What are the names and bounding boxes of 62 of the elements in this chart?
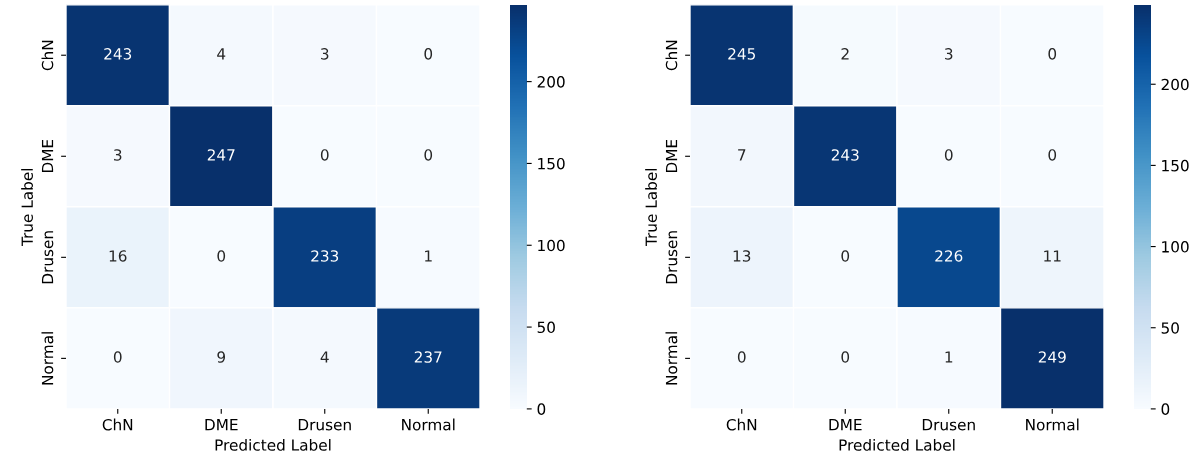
color-bar-label: 200	[1161, 78, 1189, 91]
data-label: 0	[1048, 48, 1057, 60]
x-axis-title: Predicted Label	[839, 438, 955, 451]
data-label: 237	[414, 351, 442, 363]
data-label: 0	[1048, 149, 1057, 161]
data-label: 0	[320, 149, 329, 161]
y-tick-label: Drusen	[665, 231, 678, 284]
y-axis-title: True Label	[645, 168, 657, 247]
data-label: 1	[425, 250, 432, 262]
color-bar-label: 0	[1161, 403, 1170, 415]
y-tick-label: Normal	[41, 332, 54, 385]
data-label: 7	[738, 149, 746, 161]
data-label: 11	[1044, 250, 1061, 262]
color-bar-label: 150	[538, 157, 565, 170]
data-label: 0	[944, 149, 953, 161]
color-bar-label: 200	[537, 76, 565, 88]
data-label: 243	[831, 149, 859, 161]
data-label: 0	[424, 149, 433, 161]
y-axis-title: True Label	[21, 168, 33, 247]
data-label: 3	[321, 48, 329, 60]
color-bar-label: 50	[1161, 322, 1179, 334]
color-bar-label: 150	[1162, 159, 1189, 172]
y-tick-label: Drusen	[41, 231, 54, 284]
x-tick-label: Drusen	[922, 419, 975, 431]
data-label: 245	[728, 48, 755, 60]
data-label: 0	[841, 351, 850, 363]
color-bar-label: 50	[537, 321, 555, 334]
data-label: 4	[320, 351, 329, 363]
x-tick-label: ChN	[726, 418, 757, 431]
y-tick-label: Normal	[665, 332, 678, 385]
data-label: 249	[1038, 351, 1066, 363]
x-tick-label: DME	[205, 419, 238, 431]
data-label: 4	[217, 48, 226, 60]
x-tick-label: Normal	[1026, 418, 1079, 431]
x-tick-label: DME	[829, 419, 862, 431]
data-label: 13	[733, 250, 751, 262]
data-label: 0	[424, 48, 433, 60]
data-label: 0	[737, 351, 746, 363]
y-tick-label: DME	[665, 139, 678, 173]
data-label: 0	[217, 250, 226, 262]
x-tick-label: Drusen	[298, 419, 351, 431]
data-label: 9	[217, 351, 226, 363]
y-tick-label: ChN	[41, 40, 54, 71]
x-axis-title: Predicted Label	[215, 438, 331, 451]
data-label: 226	[935, 250, 963, 262]
data-label: 1	[945, 351, 953, 363]
color-bar-label: 100	[1162, 241, 1189, 253]
y-tick-label: ChN	[665, 40, 678, 71]
x-tick-label: ChN	[102, 418, 133, 431]
data-label: 243	[104, 48, 132, 60]
data-label: 247	[207, 149, 235, 161]
y-tick-label: DME	[41, 139, 54, 173]
color-bar-label: 0	[537, 403, 546, 415]
data-label: 3	[945, 48, 953, 60]
data-label: 0	[841, 250, 850, 262]
x-tick-label: Normal	[402, 418, 455, 431]
data-label: 2	[841, 48, 849, 60]
color-bar-label: 100	[538, 239, 565, 252]
data-label: 3	[114, 149, 122, 161]
data-label: 0	[113, 351, 122, 363]
data-label: 233	[311, 250, 339, 262]
data-label: 16	[109, 250, 127, 262]
